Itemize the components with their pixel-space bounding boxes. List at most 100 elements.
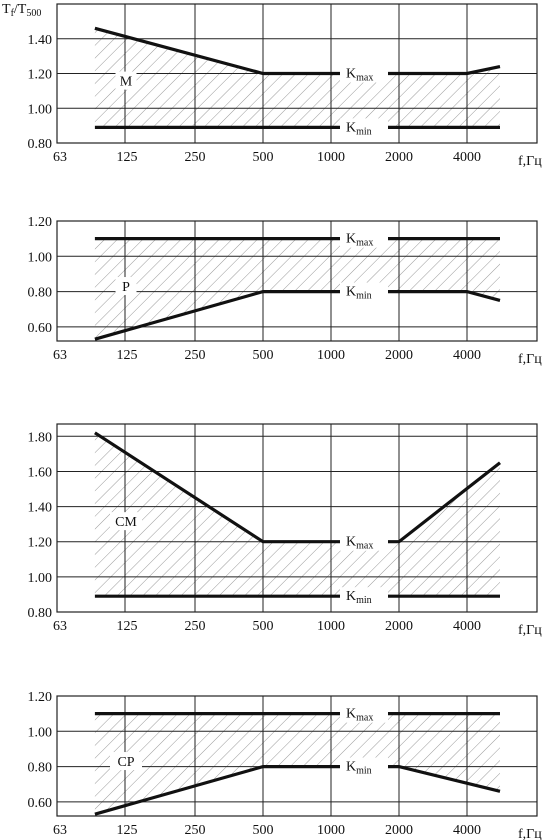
label-kmax-main: K xyxy=(346,67,356,82)
y-tick-label: 0.80 xyxy=(28,606,53,621)
label-kmax-main: K xyxy=(346,535,356,550)
x-tick-label: 250 xyxy=(185,348,206,363)
plot-frame xyxy=(56,423,538,613)
label-kmax: Kmax xyxy=(346,67,373,84)
label-kmax-main: K xyxy=(346,232,356,247)
plot-frame xyxy=(56,695,538,817)
label-bg-kmax xyxy=(340,64,388,83)
label-kmin: Kmin xyxy=(346,589,372,606)
y-tick-label: 1.60 xyxy=(28,465,53,480)
x-tick-label: 4000 xyxy=(453,823,481,838)
y-tick-label: 0.80 xyxy=(28,137,53,152)
panel-label-bg xyxy=(115,277,137,296)
x-tick-label: 4000 xyxy=(453,150,481,165)
label-kmax-sub: max xyxy=(356,73,373,84)
panel-label: CP xyxy=(117,755,134,770)
label-bg-kmin xyxy=(340,757,388,776)
y-axis-label: Tf/T500 xyxy=(2,2,41,19)
label-kmin-sub: min xyxy=(356,595,372,606)
y-tick-label: 0.60 xyxy=(28,796,53,811)
y-tick-label: 1.00 xyxy=(28,250,53,265)
label-kmin: Kmin xyxy=(346,120,372,137)
series-line-kmin xyxy=(94,764,501,816)
y-tick-label: 1.80 xyxy=(28,430,53,445)
x-tick-label: 2000 xyxy=(385,619,413,634)
x-axis-label: f,Гц xyxy=(518,623,542,638)
y-tick-label: 1.00 xyxy=(28,571,53,586)
y-tick-label: 0.60 xyxy=(28,321,53,336)
plot-frame xyxy=(56,3,538,144)
label-kmax: Kmax xyxy=(346,707,373,724)
x-tick-label: 1000 xyxy=(317,348,345,363)
x-tick-label: 63 xyxy=(53,348,67,363)
x-tick-label: 1000 xyxy=(317,150,345,165)
hatched-band xyxy=(94,432,501,597)
y-axis-label-main: T xyxy=(2,2,11,17)
label-kmax-sub: max xyxy=(356,238,373,249)
label-bg-kmax xyxy=(340,704,388,723)
label-kmin-main: K xyxy=(346,589,356,604)
x-tick-label: 250 xyxy=(185,823,206,838)
plot-frame xyxy=(56,220,538,342)
label-kmin-main: K xyxy=(346,120,356,135)
label-kmin-sub: min xyxy=(356,126,372,137)
label-bg-kmin xyxy=(340,282,388,301)
x-tick-label: 250 xyxy=(185,619,206,634)
label-kmax: Kmax xyxy=(346,232,373,249)
x-tick-label: 4000 xyxy=(453,348,481,363)
series-line-kmax xyxy=(94,431,501,544)
y-axis-label-sub1: f xyxy=(11,8,15,19)
x-tick-label: 2000 xyxy=(385,150,413,165)
y-tick-label: 1.00 xyxy=(28,102,53,117)
label-kmin-main: K xyxy=(346,285,356,300)
panel-label: P xyxy=(122,280,130,295)
label-kmin-sub: min xyxy=(356,291,372,302)
x-axis-label: f,Гц xyxy=(518,352,542,367)
y-tick-label: 1.40 xyxy=(28,501,53,516)
label-kmin-main: K xyxy=(346,760,356,775)
panel-label: M xyxy=(120,75,133,90)
label-kmin-sub: min xyxy=(356,766,372,777)
x-tick-label: 2000 xyxy=(385,823,413,838)
x-tick-label: 63 xyxy=(53,823,67,838)
x-tick-label: 500 xyxy=(253,619,274,634)
label-kmax: Kmax xyxy=(346,535,373,552)
label-kmax-sub: max xyxy=(356,713,373,724)
y-tick-label: 1.20 xyxy=(28,690,53,705)
x-tick-label: 4000 xyxy=(453,619,481,634)
y-axis-label-slash: /T xyxy=(14,2,27,17)
label-bg-kmax xyxy=(340,229,388,248)
x-axis-label: f,Гц xyxy=(518,827,542,840)
y-tick-label: 1.20 xyxy=(28,536,53,551)
panel-label-bg xyxy=(110,512,142,531)
panel-label: CM xyxy=(115,515,137,530)
y-tick-label: 1.20 xyxy=(28,68,53,83)
x-tick-label: 1000 xyxy=(317,823,345,838)
x-tick-label: 500 xyxy=(253,823,274,838)
x-tick-label: 500 xyxy=(253,150,274,165)
panel-label-bg xyxy=(115,71,137,90)
y-axis-label-sub2: 500 xyxy=(26,8,41,19)
x-tick-label: 125 xyxy=(117,619,138,634)
label-kmin: Kmin xyxy=(346,285,372,302)
label-bg-kmin xyxy=(340,118,388,137)
hatched-band xyxy=(94,238,501,340)
label-bg-kmax xyxy=(340,532,388,551)
x-tick-label: 125 xyxy=(117,823,138,838)
y-tick-label: 0.80 xyxy=(28,761,53,776)
x-tick-label: 63 xyxy=(53,619,67,634)
x-tick-label: 2000 xyxy=(385,348,413,363)
x-tick-label: 63 xyxy=(53,150,67,165)
y-tick-label: 1.00 xyxy=(28,725,53,740)
x-tick-label: 250 xyxy=(185,150,206,165)
x-tick-label: 125 xyxy=(117,348,138,363)
y-tick-label: 1.20 xyxy=(28,215,53,230)
label-bg-kmin xyxy=(340,587,388,606)
panel-label-bg xyxy=(110,752,142,771)
label-kmin: Kmin xyxy=(346,760,372,777)
label-kmax-sub: max xyxy=(356,541,373,552)
y-tick-label: 1.40 xyxy=(28,33,53,48)
